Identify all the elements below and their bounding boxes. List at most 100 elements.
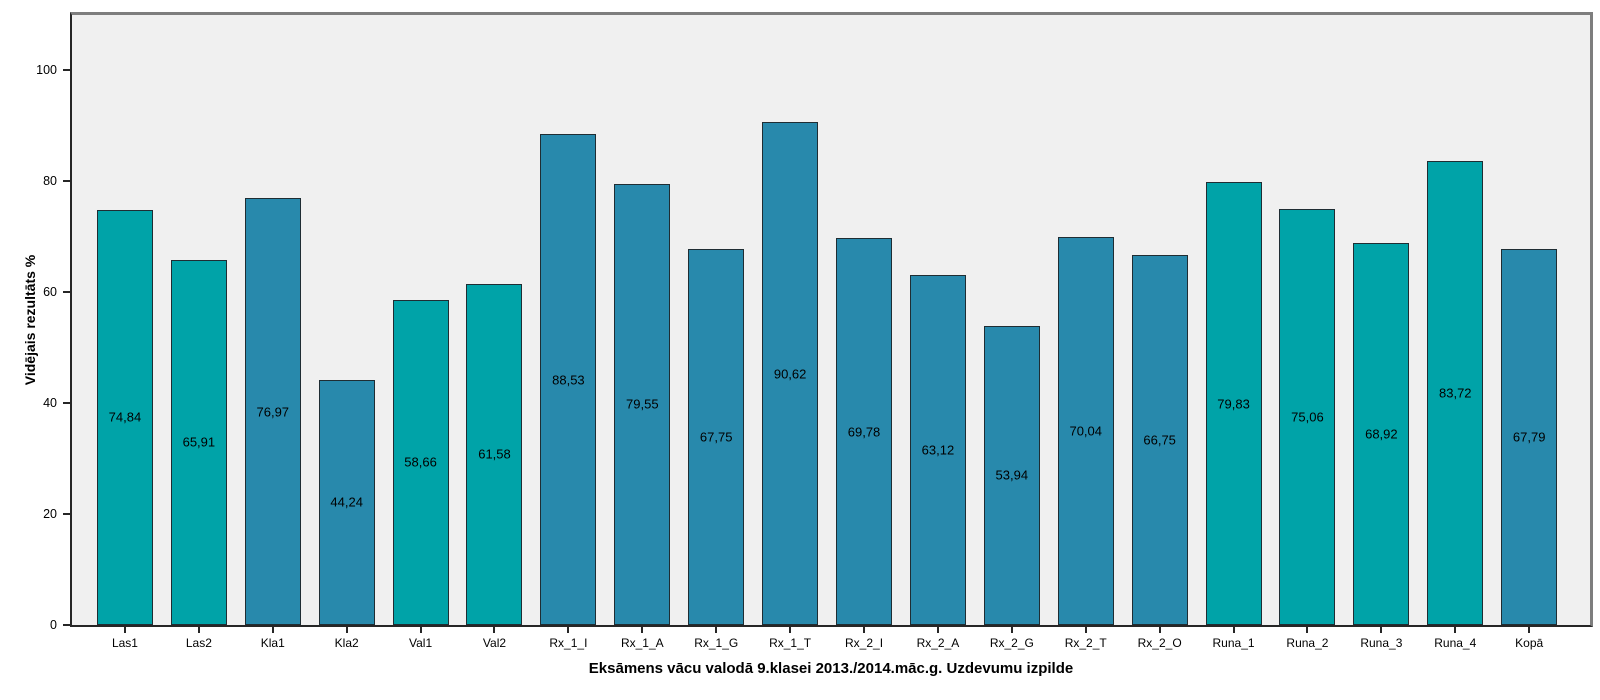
x-category-text: Rx_1_A — [620, 636, 664, 650]
x-tick-mark — [1158, 627, 1161, 633]
bar-value-label: 67,79 — [1512, 429, 1546, 445]
x-category-text: Rx_2_T — [1064, 636, 1107, 650]
bar-slot-Kla1: 76,97 — [236, 15, 310, 625]
x-tick-label-Las2: Las2 — [162, 627, 236, 650]
x-tick-mark — [863, 627, 866, 633]
x-category-text: Las1 — [111, 636, 138, 650]
x-tick-mark — [936, 627, 939, 633]
bar-slot-Rx_2_I: 69,78 — [827, 15, 901, 625]
bar-value-label: 69,78 — [847, 424, 881, 440]
bar-slot-Val2: 61,58 — [458, 15, 532, 625]
bar-Runa_1: 79,83 — [1205, 182, 1262, 625]
x-tick-label-Runa_1: Runa_1 — [1197, 627, 1271, 650]
bar-value-label: 83,72 — [1438, 385, 1472, 401]
bar-slot-Rx_1_A: 79,55 — [605, 15, 679, 625]
x-tick-label-Kla2: Kla2 — [310, 627, 384, 650]
bar-slot-Runa_1: 79,83 — [1197, 15, 1271, 625]
x-category-text: Rx_2_A — [916, 636, 960, 650]
y-tick-label: 40 — [43, 396, 57, 411]
x-category-text: Rx_2_I — [845, 636, 884, 650]
x-category-text: Rx_1_G — [694, 636, 739, 650]
x-tick-mark — [197, 627, 200, 633]
bar-Val1: 58,66 — [392, 299, 449, 625]
bar-slot-Rx_2_T: 70,04 — [1049, 15, 1123, 625]
bar-value-label: 75,06 — [1291, 409, 1324, 425]
bar-Rx_2_T: 70,04 — [1057, 236, 1114, 625]
x-category-text: Rx_2_G — [989, 636, 1034, 650]
bar-slot-Rx_1_I: 88,53 — [531, 15, 605, 625]
bar-Rx_1_I: 88,53 — [540, 134, 597, 625]
bar-Kla2: 44,24 — [318, 379, 375, 625]
bar-slot-Kla2: 44,24 — [310, 15, 384, 625]
bar-Rx_2_O: 66,75 — [1131, 254, 1188, 625]
y-tick-label: 100 — [36, 63, 57, 78]
bar-slot-Val1: 58,66 — [384, 15, 458, 625]
bar-value-label: 79,83 — [1217, 396, 1250, 412]
x-tick-label-Rx_2_G: Rx_2_G — [975, 627, 1049, 650]
x-axis-title: Eksāmens vācu valodā 9.klasei 2013./2014… — [588, 660, 1074, 677]
x-tick-mark — [419, 627, 422, 633]
x-category-text: Kla1 — [260, 636, 285, 650]
y-tick-label: 80 — [43, 174, 57, 189]
bar-value-label: 90,62 — [773, 366, 807, 382]
x-category-text: Val2 — [482, 636, 507, 650]
bar-value-label: 68,92 — [1365, 426, 1398, 442]
x-category-text: Las2 — [185, 636, 212, 650]
bar-slot-Kopā: 67,79 — [1492, 15, 1566, 625]
x-tick-mark — [123, 627, 126, 633]
bar-Las2: 65,91 — [170, 259, 227, 625]
bar-Las1: 74,84 — [96, 209, 153, 625]
x-tick-label-Rx_2_T: Rx_2_T — [1049, 627, 1123, 650]
x-tick-mark — [715, 627, 718, 633]
x-tick-mark — [1306, 627, 1309, 633]
x-tick-mark — [1528, 627, 1531, 633]
x-tick-label-Rx_1_A: Rx_1_A — [605, 627, 679, 650]
y-tick-label: 60 — [43, 285, 57, 300]
bar-slot-Rx_1_G: 67,75 — [679, 15, 753, 625]
bar-value-label: 65,91 — [182, 434, 216, 450]
x-tick-mark — [641, 627, 644, 633]
bar-Rx_1_T: 90,62 — [762, 122, 819, 625]
x-tick-label-Rx_2_A: Rx_2_A — [901, 627, 975, 650]
bar-Rx_1_G: 67,75 — [688, 249, 745, 625]
y-tick-label: 0 — [50, 618, 57, 632]
bar-value-label: 76,97 — [256, 404, 290, 420]
plot-area: 74,84 65,91 76,97 44,24 58,66 61,58 88,53 79,55… — [70, 12, 1593, 627]
bar-Rx_1_A: 79,55 — [614, 183, 671, 625]
bar-value-label: 66,75 — [1143, 432, 1176, 448]
bar-Val2: 61,58 — [466, 283, 523, 625]
x-axis: Las1 Las2 Kla1 Kla2 Val1 Val2 Rx_1_I Rx_1_A Rx_1… — [72, 627, 1590, 650]
x-tick-label-Las1: Las1 — [88, 627, 162, 650]
x-category-text: Rx_2_O — [1137, 636, 1182, 650]
bar-slot-Rx_2_G: 53,94 — [975, 15, 1049, 625]
x-tick-mark — [1454, 627, 1457, 633]
x-tick-label-Rx_2_I: Rx_2_I — [827, 627, 901, 650]
bar-value-label: 53,94 — [995, 467, 1029, 483]
bar-value-label: 88,53 — [552, 372, 585, 388]
bar-slot-Rx_2_O: 66,75 — [1123, 15, 1197, 625]
x-tick-label-Runa_2: Runa_2 — [1271, 627, 1345, 650]
x-tick-label-Kopā: Kopā — [1492, 627, 1566, 650]
x-category-text: Runa_3 — [1360, 636, 1403, 650]
x-category-text: Kopā — [1515, 636, 1544, 650]
x-tick-label-Rx_2_O: Rx_2_O — [1123, 627, 1197, 650]
bar-Rx_2_I: 69,78 — [836, 238, 893, 625]
bar-Runa_2: 75,06 — [1279, 208, 1336, 625]
bar-Runa_3: 68,92 — [1353, 242, 1410, 625]
x-tick-label-Runa_3: Runa_3 — [1344, 627, 1418, 650]
x-tick-label-Kla1: Kla1 — [236, 627, 310, 650]
y-axis: 0 20 40 60 80 100 — [0, 15, 70, 632]
y-tick-label: 20 — [43, 507, 57, 522]
bar-slot-Runa_2: 75,06 — [1271, 15, 1345, 625]
bar-Rx_2_G: 53,94 — [983, 325, 1040, 625]
bar-Kopā: 67,79 — [1501, 249, 1558, 625]
x-category-text: Kla2 — [334, 636, 359, 650]
x-tick-label-Runa_4: Runa_4 — [1418, 627, 1492, 650]
y-tick-mark — [63, 291, 70, 294]
x-tick-label-Val2: Val2 — [458, 627, 532, 650]
bar-value-label: 58,66 — [404, 454, 437, 470]
x-tick-mark — [345, 627, 348, 633]
bar-value-label: 44,24 — [330, 494, 363, 510]
x-tick-label-Rx_1_T: Rx_1_T — [753, 627, 827, 650]
